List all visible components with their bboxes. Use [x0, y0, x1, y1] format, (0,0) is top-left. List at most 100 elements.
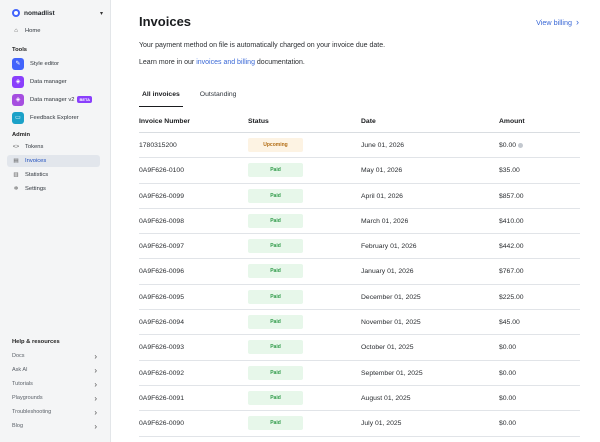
table-row[interactable]: 0A9F626-0095 Paid December 01, 2025 $225.00	[139, 285, 580, 311]
invoice-amount: $35.00	[499, 158, 520, 183]
tools-heading: Tools	[12, 47, 28, 53]
invoice-date: July 01, 2025	[361, 420, 402, 428]
help-item-playgrounds[interactable]: Playgrounds ›	[0, 391, 110, 405]
view-billing-link[interactable]: View billing ›	[536, 17, 579, 27]
invoice-amount: $767.00	[499, 259, 524, 284]
status-badge: Paid	[248, 365, 303, 380]
column-header-amount: Amount	[499, 118, 525, 125]
chevron-right-icon: ›	[94, 407, 97, 417]
invoice-number: 0A9F626-0097	[139, 243, 184, 251]
table-row[interactable]: 0A9F626-0100 Paid May 01, 2026 $35.00	[139, 158, 580, 184]
table-row[interactable]: 1780315200 Upcoming June 01, 2026 $0.00	[139, 133, 580, 159]
invoice-amount-value: $225.00	[499, 293, 524, 301]
learn-more-prefix: Learn more in our	[139, 59, 197, 66]
tab-all-invoices[interactable]: All invoices	[139, 88, 183, 107]
table-row[interactable]: 0A9F626-0091 Paid August 01, 2025 $0.00	[139, 386, 580, 412]
table-row[interactable]: 0A9F626-0090 Paid July 01, 2025 $0.00	[139, 411, 580, 437]
sidebar-item-label: Statistics	[25, 172, 49, 178]
invoice-number: 0A9F626-0100	[139, 167, 184, 175]
sidebar-item-home[interactable]: ⌂ Home	[0, 25, 110, 37]
sidebar-item-data-manager-v2[interactable]: ◈ Data manager v2 BETA	[0, 93, 110, 106]
tab-outstanding[interactable]: Outstanding	[199, 91, 237, 98]
invoice-date: January 01, 2026	[361, 268, 414, 276]
help-item-troubleshooting[interactable]: Troubleshooting ›	[0, 405, 110, 419]
invoice-amount-value: $0.00	[499, 142, 517, 149]
chevron-right-icon: ›	[94, 365, 97, 375]
style-editor-icon: ✎	[12, 57, 24, 70]
invoice-amount-value: $857.00	[499, 192, 524, 200]
table-row[interactable]: 0A9F626-0094 Paid November 01, 2025 $45.00	[139, 310, 580, 336]
org-switcher[interactable]: nomadlist ▾	[12, 6, 103, 20]
info-icon[interactable]	[518, 142, 524, 148]
invoice-number: 0A9F626-0099	[139, 192, 184, 200]
layers-icon: ◈	[12, 93, 24, 106]
chat-bubble-icon: ▭	[12, 111, 24, 124]
sidebar-item-style-editor[interactable]: ✎ Style editor	[0, 57, 110, 70]
invoice-amount: $857.00	[499, 184, 524, 209]
invoice-amount-value: $0.00	[499, 369, 517, 377]
invoice-number: 0A9F626-0095	[139, 293, 184, 301]
sidebar-item-data-manager[interactable]: ◈ Data manager	[0, 75, 110, 88]
invoice-amount: $410.00	[499, 209, 524, 234]
invoice-date: September 01, 2025	[361, 369, 423, 377]
invoice-amount: $225.00	[499, 285, 524, 310]
help-heading: Help & resources	[12, 339, 60, 345]
sidebar-item-label: Settings	[25, 186, 46, 192]
status-badge: Paid	[248, 239, 303, 254]
table-row[interactable]: 0A9F626-0098 Paid March 01, 2026 $410.00	[139, 209, 580, 235]
invoice-amount: $0.00	[499, 361, 516, 386]
status-badge: Paid	[248, 188, 303, 203]
sidebar-item-statistics[interactable]: ▥ Statistics	[7, 169, 100, 181]
sidebar-item-label: Data manager	[30, 78, 67, 85]
status-badge: Paid	[248, 390, 303, 405]
sidebar-item-tokens[interactable]: <> Tokens	[7, 141, 100, 153]
table-row[interactable]: 0A9F626-0097 Paid February 01, 2026 $442.00	[139, 234, 580, 260]
learn-more-suffix: documentation.	[254, 59, 305, 66]
sidebar-item-label: Tokens	[25, 144, 44, 150]
invoice-number: 0A9F626-0096	[139, 268, 184, 276]
invoice-amount: $45.00	[499, 310, 520, 335]
invoice-amount: $0.00	[499, 386, 516, 411]
help-item-ask-ai[interactable]: Ask AI ›	[0, 363, 110, 377]
chevron-right-icon: ›	[94, 421, 97, 431]
invoices-billing-link[interactable]: invoices and billing	[196, 59, 255, 66]
table-row[interactable]: 0A9F626-0099 Paid April 01, 2026 $857.00	[139, 184, 580, 209]
invoice-number: 0A9F626-0092	[139, 369, 184, 377]
invoice-amount: $0.00	[499, 411, 516, 436]
invoice-number: 0A9F626-0094	[139, 319, 184, 327]
help-item-label: Troubleshooting	[12, 409, 52, 415]
invoice-amount-value: $0.00	[499, 344, 517, 352]
help-section: Help & resources Docs › Ask AI › Tutorials…	[0, 339, 110, 433]
invoice-date: August 01, 2025	[361, 394, 411, 402]
status-badge: Paid	[248, 289, 303, 304]
invoice-date: November 01, 2025	[361, 319, 421, 327]
bar-chart-icon: ▥	[13, 172, 19, 178]
chevron-right-icon: ›	[576, 17, 579, 27]
help-item-tutorials[interactable]: Tutorials ›	[0, 377, 110, 391]
sidebar-item-settings[interactable]: ✲ Settings	[7, 183, 100, 195]
invoice-amount-value: $0.00	[499, 420, 517, 428]
chevron-right-icon: ›	[94, 351, 97, 361]
table-row[interactable]: 0A9F626-0092 Paid September 01, 2025 $0.00	[139, 361, 580, 386]
invoice-date: May 01, 2026	[361, 167, 403, 175]
invoice-date: February 01, 2026	[361, 243, 417, 251]
table-row[interactable]: 0A9F626-0093 Paid October 01, 2025 $0.00	[139, 335, 580, 361]
help-item-label: Ask AI	[12, 367, 28, 373]
sidebar-item-feedback-explorer[interactable]: ▭ Feedback Explorer	[0, 111, 110, 124]
sidebar: nomadlist ▾ ⌂ Home Tools ✎ Style editor …	[0, 0, 111, 442]
code-icon: <>	[12, 144, 20, 150]
status-badge: Paid	[248, 213, 303, 228]
help-item-docs[interactable]: Docs ›	[0, 349, 110, 363]
sidebar-item-label: Style editor	[30, 60, 59, 67]
sidebar-item-invoices[interactable]: ▤ Invoices	[7, 155, 100, 167]
invoice-date: June 01, 2026	[361, 142, 405, 149]
table-row[interactable]: 0A9F626-0096 Paid January 01, 2026 $767.00	[139, 259, 580, 285]
help-item-blog[interactable]: Blog ›	[0, 419, 110, 433]
view-billing-label: View billing	[536, 17, 572, 27]
invoice-amount-value: $45.00	[499, 319, 520, 327]
status-badge: Paid	[248, 416, 303, 431]
admin-heading: Admin	[12, 132, 31, 138]
invoice-number: 0A9F626-0098	[139, 217, 184, 225]
invoice-icon: ▤	[13, 158, 19, 164]
column-header-invoice-number: Invoice Number	[139, 118, 190, 125]
